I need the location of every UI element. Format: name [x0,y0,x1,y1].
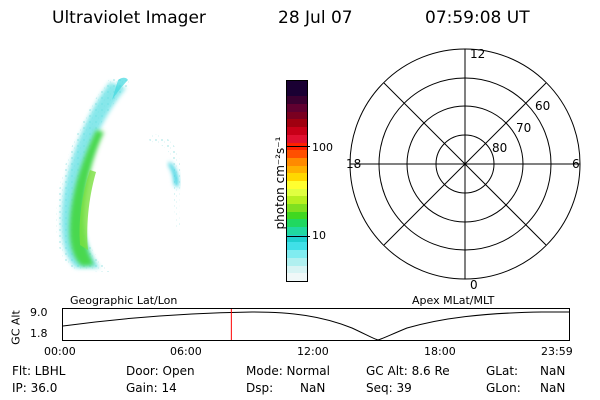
colorbar-swatch [287,219,307,228]
colorbar-swatch [287,273,307,281]
polar-lat-80: 80 [492,141,507,155]
timeline-right-label: Apex MLat/MLT [412,294,495,307]
colorbar-swatch [287,165,307,174]
timeline-xtick-0600: 06:00 [170,345,202,358]
mode-info: Mode: Normal [246,364,330,378]
colorbar-tick-label-10: 10 [312,229,326,242]
colorbar-swatch [287,157,307,166]
colorbar-tick-100 [286,146,310,147]
colorbar-tick-label-100: 100 [312,141,333,154]
timeline-xtick-0000: 00:00 [44,345,76,358]
timeline-ytick-bottom: 1.8 [30,327,48,340]
timeline-xtick-1800: 18:00 [424,345,456,358]
seq-info: Seq: 39 [366,381,412,395]
date-label: 28 Jul 07 [278,8,353,28]
colorbar-swatch [287,234,307,243]
colorbar-swatch [287,104,307,112]
gain-info: Gain: 14 [126,381,177,395]
time-label: 07:59:08 UT [425,8,530,28]
timeline-xtick-1200: 12:00 [297,345,329,358]
instrument-title: Ultraviolet Imager [52,8,206,28]
ip-info: IP: 36.0 [12,381,58,395]
polar-label-left: 18 [346,157,361,171]
glon-value: NaN [540,381,566,395]
colorbar-swatch [287,250,307,258]
colorbar-swatch [287,211,307,220]
colorbar-swatch [287,242,307,251]
polar-lat-60: 60 [535,99,550,113]
dsp-value: NaN [300,381,326,395]
colorbar [286,80,308,282]
polar-lat-70: 70 [516,121,531,135]
colorbar-swatch [287,188,307,197]
colorbar-swatch [287,88,307,97]
polar-label-bottom: 0 [470,278,478,290]
glat-label: GLat: [486,364,519,378]
colorbar-swatch [287,119,307,128]
colorbar-swatch [287,173,307,181]
colorbar-swatch [287,111,307,120]
glon-label: GLon: [486,381,521,395]
colorbar-swatch [287,257,307,266]
colorbar-swatch [287,196,307,204]
timeline-plot [62,308,570,341]
colorbar-swatch [287,81,307,89]
colorbar-tick-10 [286,236,310,237]
colorbar-swatch [287,265,307,274]
dsp-label: Dsp: [246,381,274,395]
colorbar-swatch [287,134,307,143]
colorbar-swatch [287,227,307,235]
gc-alt-info: GC Alt: 8.6 Re [366,364,450,378]
timeline-axis-title: GC Alt [9,310,23,345]
colorbar-unit-label: photon cm⁻²s⁻¹ [273,136,287,230]
polar-grid: 12 0 18 6 60 70 80 [346,47,581,290]
timeline-xtick-2359: 23:59 [541,345,573,358]
colorbar-swatch [287,204,307,212]
aurora-image [56,76,181,272]
glat-value: NaN [540,364,566,378]
colorbar-swatch [287,127,307,135]
door-info: Door: Open [126,364,195,378]
polar-label-top: 12 [470,47,485,61]
timeline-ytick-top: 9.0 [30,306,48,319]
colorbar-swatch [287,96,307,105]
timeline-left-label: Geographic Lat/Lon [70,294,178,307]
filter-info: Flt: LBHL [12,364,66,378]
colorbar-swatch [287,150,307,158]
colorbar-swatch [287,180,307,189]
polar-label-right: 6 [572,157,580,171]
